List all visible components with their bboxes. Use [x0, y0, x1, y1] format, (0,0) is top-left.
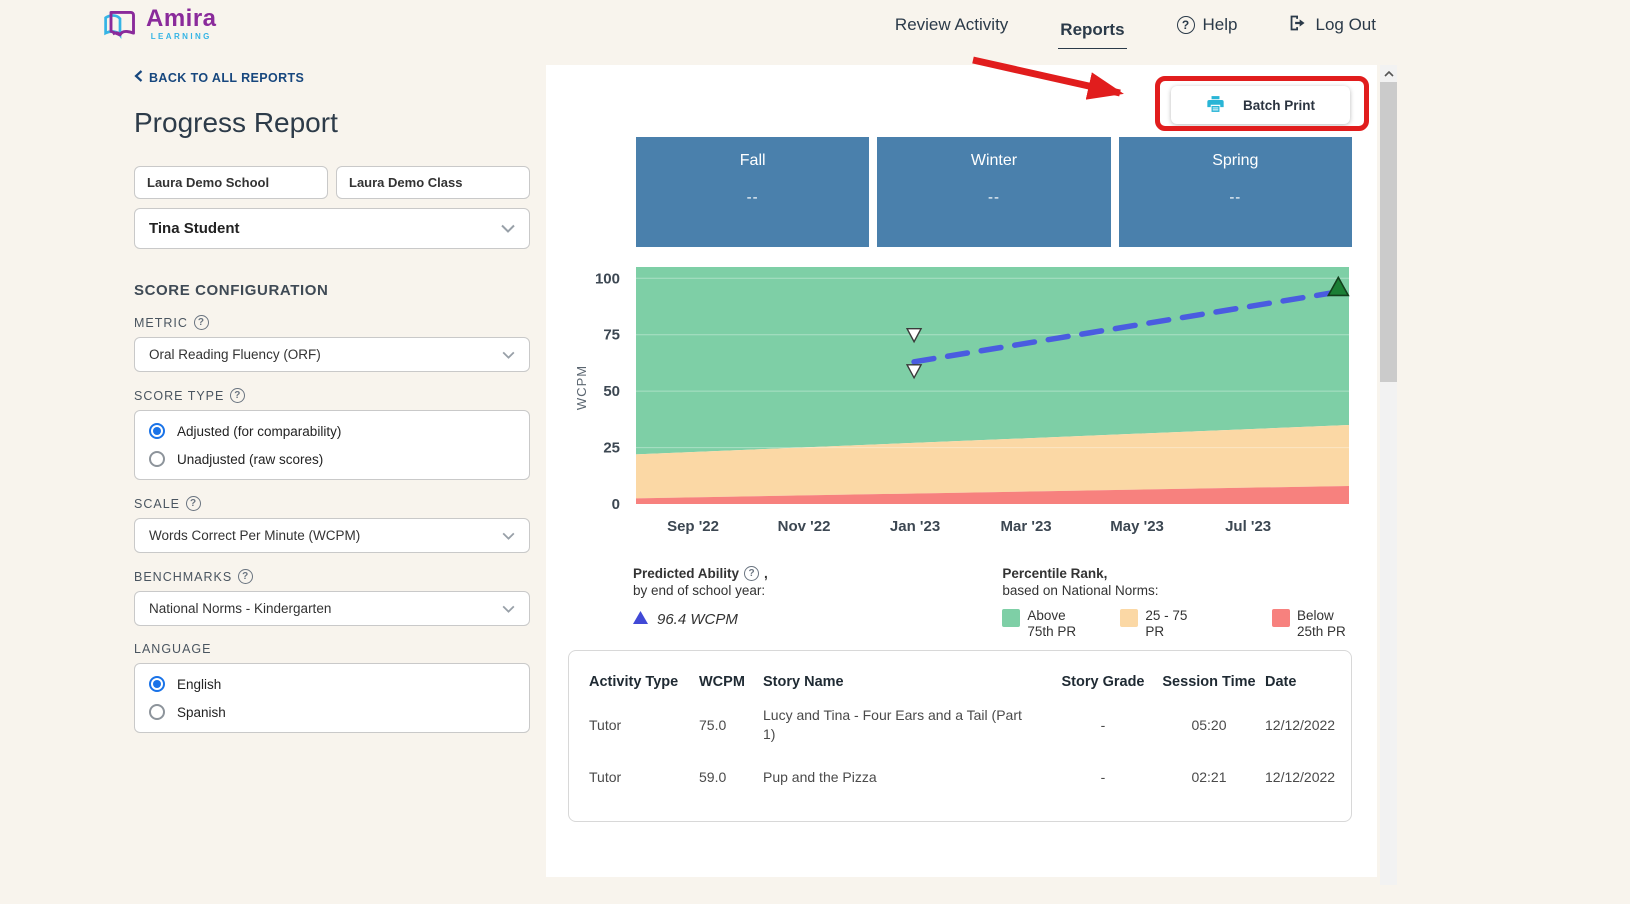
book-icon [100, 7, 140, 48]
percentile-rank-title: Percentile Rank, [1002, 566, 1108, 581]
predicted-ability-subtitle: by end of school year: [633, 583, 766, 598]
band-below-25th-pr [636, 485, 1349, 504]
radio-button-icon [149, 423, 165, 439]
orange-swatch-icon [1120, 609, 1139, 627]
radio-adjusted[interactable]: Adjusted (for comparability) [149, 423, 515, 439]
svg-text:50: 50 [603, 383, 620, 400]
school-field[interactable]: Laura Demo School [134, 166, 328, 199]
svg-text:0: 0 [612, 496, 620, 513]
wcpm-area-chart: 0 25 50 75 100 WCPM Sep '22 Nov '22 Jan '23 Mar '… [574, 267, 1350, 535]
band-25---75-pr [636, 425, 1349, 499]
predicted-ability-title: Predicted Ability , [633, 566, 1002, 581]
svg-text:WCPM: WCPM [574, 365, 589, 410]
table-row[interactable]: Tutor 59.0 Pup and the Pizza - 02:21 12/… [589, 768, 1336, 786]
vertical-scrollbar[interactable] [1380, 65, 1397, 885]
scale-label: SCALE [134, 496, 530, 511]
main-nav: Review Activity Reports Help Log Out [895, 0, 1376, 50]
metric-help-icon[interactable] [193, 315, 209, 330]
back-to-all-reports-link[interactable]: BACK TO ALL REPORTS [134, 70, 530, 85]
student-select[interactable]: Tina Student [134, 208, 530, 249]
benchmarks-help-icon[interactable] [238, 569, 254, 584]
percentile-rank-subtitle: based on National Norms: [1002, 583, 1159, 598]
scrollbar-thumb[interactable] [1380, 82, 1397, 382]
amira-logo[interactable]: Amira LEARNING [100, 7, 217, 48]
chevron-down-icon [501, 220, 515, 237]
svg-text:75: 75 [603, 327, 620, 344]
report-config-sidebar: BACK TO ALL REPORTS Progress Report Laur… [134, 70, 530, 733]
logout-icon [1288, 14, 1308, 37]
legend-item-below-25: Below 25th PR [1272, 608, 1352, 639]
radio-button-icon [149, 451, 165, 467]
brand-name: Amira [146, 5, 217, 32]
season-card-spring: Spring -- [1118, 137, 1352, 247]
scroll-up-button[interactable] [1380, 65, 1397, 82]
chart-legend: Predicted Ability , by end of school yea… [633, 566, 1352, 639]
radio-button-icon [149, 704, 165, 720]
band-above-75th-pr [636, 267, 1349, 455]
red-swatch-icon [1272, 609, 1290, 627]
progress-report-panel: Batch Print Fall -- Winter -- Spring -- … [546, 65, 1377, 877]
nav-review-activity[interactable]: Review Activity [894, 15, 1009, 34]
nav-logout[interactable]: Log Out [1288, 14, 1376, 37]
triangle-up-icon [633, 611, 648, 628]
green-swatch-icon [1002, 609, 1021, 627]
benchmarks-select[interactable]: National Norms - Kindergarten [134, 591, 530, 626]
score-type-label: SCORE TYPE [134, 388, 530, 403]
radio-button-icon [149, 676, 165, 692]
batch-print-button[interactable]: Batch Print [1171, 86, 1350, 124]
metric-label: METRIC [134, 315, 530, 330]
season-card-fall: Fall -- [636, 137, 870, 247]
radio-spanish[interactable]: Spanish [149, 704, 515, 720]
table-header-row: Activity Type WCPM Story Name Story Grad… [589, 674, 1297, 691]
table-row[interactable]: Tutor 75.0 Lucy and Tina - Four Ears and… [589, 707, 1336, 743]
radio-unadjusted[interactable]: Unadjusted (raw scores) [149, 451, 515, 467]
language-label: LANGUAGE [134, 642, 212, 656]
legend-item-25-75: 25 - 75 PR [1120, 608, 1198, 639]
predicted-ability-help-icon[interactable] [744, 566, 760, 581]
svg-text:Jan '23: Jan '23 [890, 518, 940, 535]
legend-item-above-75: Above 75th PR [1002, 608, 1082, 639]
score-type-radio-group: Adjusted (for comparability) Unadjusted … [134, 410, 530, 480]
printer-icon [1206, 95, 1225, 116]
progress-chart: 0 25 50 75 100 WCPM Sep '22 Nov '22 Jan '23 Mar '… [568, 257, 1352, 554]
brand-subtitle: LEARNING [150, 32, 212, 41]
score-marker [905, 364, 923, 380]
svg-text:Mar '23: Mar '23 [1001, 518, 1052, 535]
predicted-ability-marker [1326, 275, 1350, 297]
class-field[interactable]: Laura Demo Class [336, 166, 530, 199]
help-icon [1176, 16, 1195, 34]
nav-help[interactable]: Help [1176, 15, 1238, 35]
benchmarks-label: BENCHMARKS [134, 569, 530, 584]
predicted-trend-line [911, 289, 1342, 365]
radio-english[interactable]: English [149, 676, 515, 692]
score-type-help-icon[interactable] [230, 388, 246, 403]
scale-select[interactable]: Words Correct Per Minute (WCPM) [134, 518, 530, 553]
svg-text:May '23: May '23 [1110, 518, 1164, 535]
svg-text:Sep '22: Sep '22 [667, 518, 719, 535]
score-configuration-heading: SCORE CONFIGURATION [134, 282, 329, 299]
svg-text:100: 100 [595, 270, 620, 287]
activity-table: Activity Type WCPM Story Name Story Grad… [568, 650, 1352, 823]
svg-text:25: 25 [603, 440, 620, 457]
chevron-down-icon [502, 347, 515, 362]
predicted-ability-value: 96.4 WCPM [633, 611, 1002, 628]
nav-reports[interactable]: Reports [1058, 10, 1127, 49]
top-navigation-bar: Amira LEARNING Review Activity Reports H… [0, 0, 1630, 50]
svg-text:Jul '23: Jul '23 [1225, 518, 1271, 535]
page-title: Progress Report [134, 107, 338, 138]
svg-text:Nov '22: Nov '22 [778, 518, 831, 535]
scale-help-icon[interactable] [186, 496, 201, 511]
season-card-winter: Winter -- [877, 137, 1111, 247]
metric-select[interactable]: Oral Reading Fluency (ORF) [134, 337, 530, 372]
chevron-left-icon [134, 70, 143, 85]
score-marker [905, 328, 923, 344]
chevron-down-icon [502, 528, 515, 543]
chevron-down-icon [502, 601, 515, 616]
season-summary-row: Fall -- Winter -- Spring -- [636, 137, 1352, 247]
language-radio-group: English Spanish [134, 663, 530, 733]
